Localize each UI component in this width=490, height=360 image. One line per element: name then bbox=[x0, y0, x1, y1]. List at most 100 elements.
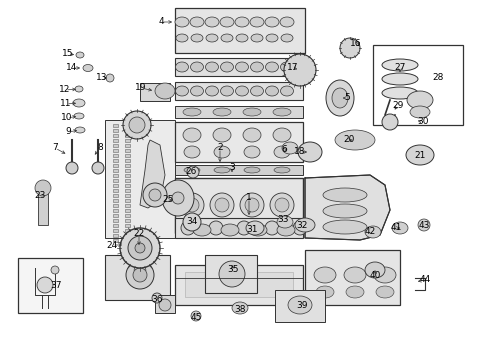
Bar bbox=[113, 148, 118, 152]
Text: 26: 26 bbox=[185, 167, 196, 176]
Ellipse shape bbox=[193, 224, 211, 236]
Text: 23: 23 bbox=[34, 190, 46, 199]
Text: 40: 40 bbox=[369, 270, 381, 279]
Circle shape bbox=[265, 221, 279, 235]
Ellipse shape bbox=[246, 221, 264, 235]
Text: 34: 34 bbox=[186, 217, 197, 226]
Text: 31: 31 bbox=[246, 225, 258, 234]
Text: 4: 4 bbox=[158, 18, 164, 27]
Text: 18: 18 bbox=[294, 148, 306, 157]
Ellipse shape bbox=[316, 286, 334, 298]
Ellipse shape bbox=[214, 146, 230, 158]
Ellipse shape bbox=[162, 180, 194, 216]
Bar bbox=[275, 290, 325, 322]
Bar bbox=[113, 158, 118, 162]
Text: 19: 19 bbox=[135, 84, 147, 93]
Ellipse shape bbox=[280, 62, 294, 72]
Ellipse shape bbox=[344, 267, 366, 283]
Text: 30: 30 bbox=[417, 117, 429, 126]
Ellipse shape bbox=[243, 128, 261, 142]
Ellipse shape bbox=[35, 180, 51, 196]
Circle shape bbox=[275, 198, 289, 212]
Text: 17: 17 bbox=[287, 63, 299, 72]
Text: 9: 9 bbox=[65, 127, 71, 136]
Bar bbox=[175, 178, 303, 233]
Ellipse shape bbox=[205, 86, 219, 96]
Text: 32: 32 bbox=[296, 220, 308, 230]
Ellipse shape bbox=[220, 86, 234, 96]
Ellipse shape bbox=[282, 142, 298, 154]
Bar bbox=[113, 179, 118, 182]
Ellipse shape bbox=[365, 226, 381, 238]
Text: 5: 5 bbox=[344, 94, 350, 103]
Bar bbox=[113, 144, 118, 147]
Bar bbox=[113, 213, 118, 217]
Circle shape bbox=[143, 183, 167, 207]
Ellipse shape bbox=[220, 62, 234, 72]
Ellipse shape bbox=[374, 267, 396, 283]
Bar bbox=[125, 129, 130, 132]
Ellipse shape bbox=[236, 62, 248, 72]
Ellipse shape bbox=[205, 62, 219, 72]
Bar bbox=[125, 184, 130, 187]
Ellipse shape bbox=[326, 80, 354, 116]
Ellipse shape bbox=[266, 62, 278, 72]
Circle shape bbox=[180, 193, 204, 217]
Ellipse shape bbox=[314, 267, 336, 283]
Ellipse shape bbox=[250, 17, 264, 27]
Circle shape bbox=[209, 221, 223, 235]
Bar bbox=[113, 123, 118, 127]
Ellipse shape bbox=[184, 167, 200, 173]
Text: 14: 14 bbox=[66, 63, 78, 72]
Text: 44: 44 bbox=[419, 275, 431, 284]
Circle shape bbox=[219, 261, 245, 287]
Circle shape bbox=[187, 166, 199, 178]
Bar bbox=[125, 194, 130, 197]
Circle shape bbox=[183, 213, 201, 231]
Ellipse shape bbox=[280, 17, 294, 27]
Bar bbox=[175, 265, 303, 305]
Bar bbox=[113, 229, 118, 232]
Bar bbox=[175, 58, 303, 76]
Circle shape bbox=[120, 228, 160, 268]
Ellipse shape bbox=[365, 262, 385, 278]
Bar bbox=[113, 184, 118, 187]
Bar bbox=[113, 168, 118, 172]
Ellipse shape bbox=[249, 224, 267, 236]
Text: 11: 11 bbox=[60, 99, 72, 108]
Ellipse shape bbox=[323, 204, 367, 218]
Ellipse shape bbox=[221, 34, 233, 42]
Circle shape bbox=[418, 219, 430, 231]
Ellipse shape bbox=[206, 34, 218, 42]
Bar bbox=[125, 123, 130, 127]
Ellipse shape bbox=[191, 34, 203, 42]
Bar bbox=[113, 129, 118, 132]
Bar bbox=[125, 213, 130, 217]
Circle shape bbox=[284, 54, 316, 86]
Bar bbox=[125, 229, 130, 232]
Bar bbox=[113, 194, 118, 197]
Ellipse shape bbox=[221, 224, 239, 236]
Circle shape bbox=[51, 266, 59, 274]
Ellipse shape bbox=[235, 17, 249, 27]
Ellipse shape bbox=[382, 87, 418, 99]
Ellipse shape bbox=[176, 34, 188, 42]
Bar bbox=[125, 219, 130, 222]
Ellipse shape bbox=[266, 86, 278, 96]
Text: 35: 35 bbox=[227, 266, 239, 274]
Bar bbox=[125, 148, 130, 152]
Bar bbox=[38, 185, 48, 225]
Text: 24: 24 bbox=[106, 240, 118, 249]
Ellipse shape bbox=[191, 86, 203, 96]
Ellipse shape bbox=[155, 83, 175, 99]
Bar bbox=[113, 163, 118, 167]
Ellipse shape bbox=[236, 86, 248, 96]
Circle shape bbox=[159, 299, 171, 311]
Text: 42: 42 bbox=[365, 228, 376, 237]
Bar bbox=[105, 255, 170, 300]
Ellipse shape bbox=[83, 64, 93, 72]
Bar bbox=[205, 255, 257, 293]
Circle shape bbox=[172, 192, 184, 204]
Circle shape bbox=[293, 221, 307, 235]
Bar bbox=[373, 45, 463, 125]
